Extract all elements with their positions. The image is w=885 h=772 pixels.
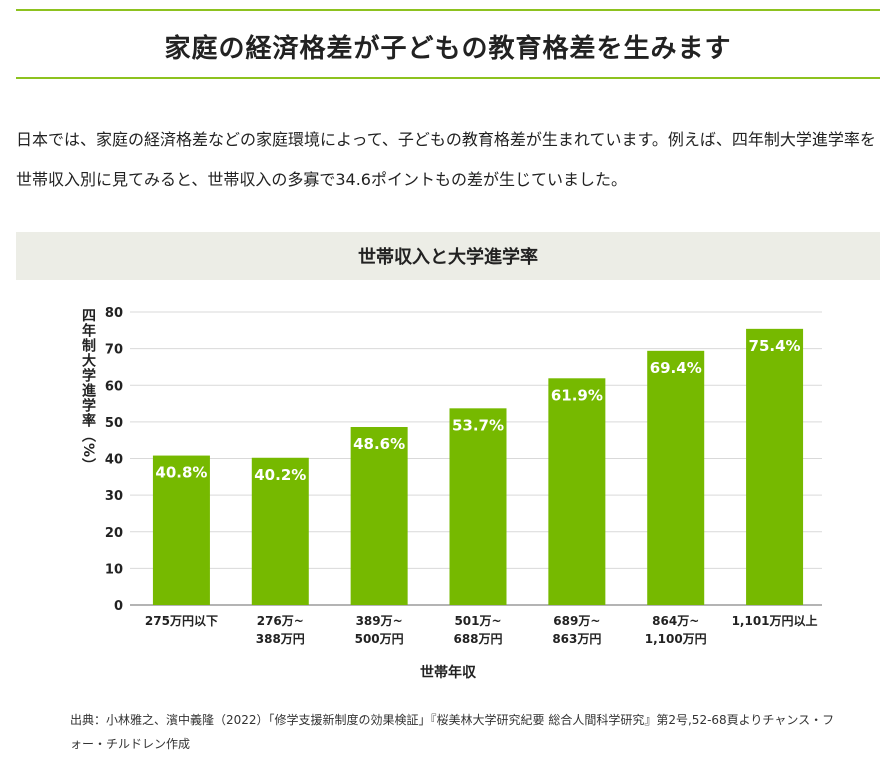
y-tick-label: 80 [105,306,123,321]
x-tick-label: 1,101万円以上 [732,613,818,628]
x-tick-label: 689万~ [553,614,600,628]
bar [449,408,507,605]
x-tick-label-line2: 388万円 [256,632,305,646]
y-tick-label: 40 [105,453,123,468]
y-tick-label: 70 [105,343,123,358]
bar [647,350,705,605]
intro-text: 日本では、家庭の経済格差などの家庭環境によって、子どもの教育格差が生まれています… [16,130,876,189]
chart-title-band: 世帯収入と大学進学率 [16,232,880,280]
bar-value-label: 53.7% [452,416,504,434]
x-tick-label-line2: 1,100万円 [645,632,707,646]
y-tick-label: 20 [105,526,123,541]
bar-value-label: 69.4% [650,359,702,377]
x-tick-label: 501万~ [454,614,501,628]
bar-value-label: 75.4% [749,337,801,355]
x-axis-label: 世帯年収 [420,665,476,681]
x-tick-label: 276万~ [257,614,304,628]
x-tick-label: 864万~ [652,614,699,628]
bar-value-label: 40.8% [155,464,207,482]
x-tick-label-line2: 688万円 [453,632,502,646]
title-bottom-rule [16,77,880,79]
bar [350,427,408,605]
x-tick-label: 389万~ [356,614,403,628]
bar-value-label: 61.9% [551,386,603,404]
bar [746,328,804,605]
source-note: 出典：小林雅之、濱中義隆（2022）「修学支援新制度の効果検証」『桜美林大学研究… [70,713,835,751]
x-tick-label-line2: 500万円 [355,632,404,646]
page-title: 家庭の経済格差が子どもの教育格差を生みます [164,34,732,64]
chart-title: 世帯収入と大学進学率 [358,247,538,268]
bar-value-label: 48.6% [353,435,405,453]
y-tick-label: 60 [105,379,123,394]
bar-value-label: 40.2% [254,466,306,484]
y-axis-label: 四年制大学進学率（%） [80,308,96,474]
bar [152,455,210,605]
y-tick-label: 50 [105,416,123,431]
y-tick-label: 0 [114,599,123,614]
title-top-rule [16,9,880,11]
y-tick-label: 30 [105,489,123,504]
bar [548,378,606,605]
x-tick-label: 275万円以下 [145,614,218,628]
x-tick-label-line2: 863万円 [552,632,601,646]
y-tick-label: 10 [105,562,123,577]
bar [251,457,309,605]
